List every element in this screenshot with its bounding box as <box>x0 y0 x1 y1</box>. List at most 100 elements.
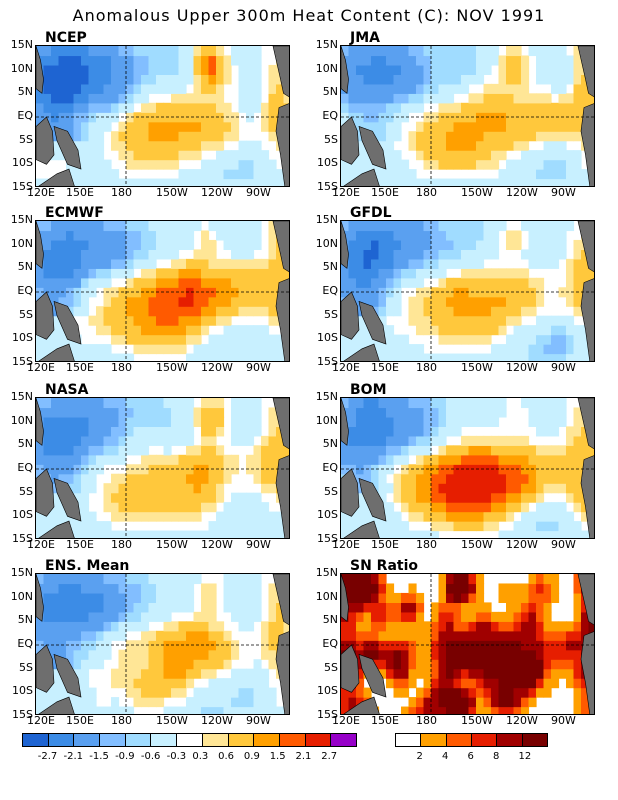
heat-cell <box>111 445 120 456</box>
heat-cell <box>148 483 157 494</box>
heat-cell <box>543 416 552 427</box>
heat-cell <box>81 178 90 186</box>
heat-cell <box>156 602 165 613</box>
x-tick-label: 180 <box>111 361 132 374</box>
heat-cell <box>141 668 150 679</box>
heat-cell <box>558 221 567 232</box>
heat-cell <box>43 74 52 85</box>
heat-cell <box>431 150 440 161</box>
heat-cell <box>88 511 97 522</box>
heat-cell <box>401 483 410 494</box>
heat-cell <box>498 306 507 317</box>
heat-cell <box>81 140 90 151</box>
heat-cell <box>178 258 187 269</box>
heat-cell <box>261 435 270 446</box>
heat-cell <box>88 277 97 288</box>
heat-cell <box>498 121 507 132</box>
heat-cell <box>363 258 372 269</box>
heat-cell <box>543 687 552 698</box>
heat-cell <box>103 706 112 714</box>
heat-cell <box>483 296 492 307</box>
heat-cell <box>476 140 485 151</box>
heat-cell <box>73 530 82 538</box>
heat-cell <box>141 659 150 670</box>
x-tick-label: 150E <box>371 714 399 727</box>
heat-cell <box>58 55 67 66</box>
heat-cell <box>171 268 180 279</box>
heat-cell <box>476 611 485 622</box>
heat-cell <box>88 249 97 260</box>
heat-cell <box>416 611 425 622</box>
heat-cell <box>186 306 195 317</box>
heat-cell <box>171 649 180 660</box>
heat-cell <box>73 454 82 465</box>
heat-cell <box>118 83 127 94</box>
heat-cell <box>581 697 590 708</box>
heat-cell <box>246 178 255 186</box>
heat-cell <box>423 492 432 503</box>
heat-cell <box>208 502 217 513</box>
land-mass <box>275 455 289 538</box>
heat-cell <box>551 668 560 679</box>
heat-cell <box>133 668 142 679</box>
heat-cell <box>521 511 530 522</box>
heat-cell <box>551 398 560 409</box>
heat-cell <box>186 678 195 689</box>
heat-cell <box>66 287 75 298</box>
heat-cell <box>363 325 372 336</box>
heat-cell <box>261 697 270 708</box>
heat-cell <box>276 353 285 361</box>
heat-cell <box>408 435 417 446</box>
heat-cell <box>186 140 195 151</box>
heat-cell <box>566 659 575 670</box>
heat-cell <box>386 83 395 94</box>
heat-cell <box>573 268 582 279</box>
heat-cell <box>483 621 492 632</box>
heat-cell <box>521 464 530 475</box>
heat-cell <box>36 706 45 714</box>
heat-cell <box>81 678 90 689</box>
heat-cell <box>231 398 240 409</box>
heat-cell <box>461 325 470 336</box>
heat-cell <box>356 239 365 250</box>
heat-cell <box>386 502 395 513</box>
heat-cell <box>58 83 67 94</box>
heat-cell <box>246 150 255 161</box>
heat-cell <box>498 483 507 494</box>
heat-cell <box>58 46 67 57</box>
heat-cell <box>468 521 477 532</box>
x-tick-label: 150E <box>371 186 399 199</box>
heat-cell <box>163 621 172 632</box>
heat-cell <box>126 315 135 326</box>
heat-cell <box>81 306 90 317</box>
heat-cell <box>118 678 127 689</box>
heat-cell <box>156 83 165 94</box>
heat-cell <box>461 454 470 465</box>
heat-cell <box>201 668 210 679</box>
heat-cell <box>148 249 157 260</box>
heat-cell <box>476 150 485 161</box>
heat-cell <box>51 407 60 418</box>
heat-cell <box>268 473 277 484</box>
heat-cell <box>513 46 522 57</box>
heat-cell <box>416 221 425 232</box>
heat-cell <box>356 325 365 336</box>
heat-cell <box>386 659 395 670</box>
heat-cell <box>246 287 255 298</box>
heat-cell <box>453 706 462 714</box>
heat-cell <box>253 445 262 456</box>
heat-cell <box>201 611 210 622</box>
heat-cell <box>186 435 195 446</box>
heat-cell <box>111 630 120 641</box>
heat-cell <box>393 258 402 269</box>
heat-cell <box>498 102 507 113</box>
heat-cell <box>193 221 202 232</box>
y-tick-label: EQ <box>17 109 33 122</box>
heat-cell <box>171 473 180 484</box>
heat-cell <box>58 230 67 241</box>
heat-cell <box>513 93 522 104</box>
heat-cell <box>491 306 500 317</box>
heat-cell <box>51 306 60 317</box>
heat-cell <box>43 221 52 232</box>
heat-cell <box>401 687 410 698</box>
